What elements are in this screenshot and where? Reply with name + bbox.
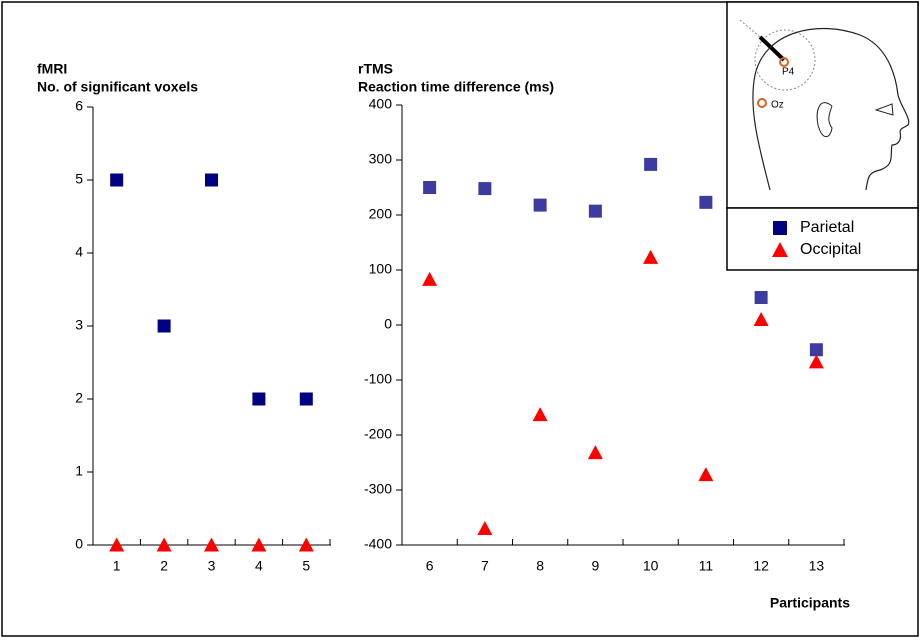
marker xyxy=(533,198,547,212)
x-tick-label: 2 xyxy=(160,558,168,574)
y-tick-label: 5 xyxy=(75,171,83,187)
marker xyxy=(422,271,438,286)
y-tick-label: 1 xyxy=(75,463,83,479)
chart-title: rTMS xyxy=(358,61,393,77)
x-tick-label: 7 xyxy=(481,558,489,574)
x-tick-label: 11 xyxy=(699,558,714,574)
y-tick-label: 400 xyxy=(369,96,393,112)
electrode-oz xyxy=(757,98,767,108)
marker xyxy=(587,445,603,460)
marker xyxy=(478,182,492,196)
coil xyxy=(758,35,786,62)
legend-label: Occipital xyxy=(800,241,861,258)
chart-title: fMRI xyxy=(37,61,67,77)
marker xyxy=(204,537,219,552)
marker xyxy=(698,467,714,482)
marker xyxy=(772,242,788,257)
marker xyxy=(753,312,769,326)
chart-subtitle: Reaction time difference (ms) xyxy=(358,79,554,95)
marker xyxy=(809,343,823,357)
y-tick-label: -300 xyxy=(364,481,392,497)
marker xyxy=(298,537,314,552)
x-tick-label: 5 xyxy=(302,558,310,574)
marker xyxy=(251,537,267,552)
electrode-label: Oz xyxy=(771,100,784,111)
x-tick-label: 3 xyxy=(208,558,216,574)
marker xyxy=(588,204,602,218)
y-tick-label: 4 xyxy=(75,244,83,260)
x-tick-label: 1 xyxy=(113,558,121,574)
marker xyxy=(157,319,171,333)
marker xyxy=(699,195,713,209)
x-tick-label: 9 xyxy=(591,558,599,574)
x-tick-label: 13 xyxy=(809,558,825,574)
x-tick-label: 10 xyxy=(643,558,659,574)
ear xyxy=(816,102,833,138)
marker xyxy=(773,221,787,235)
legend-box xyxy=(726,207,919,271)
inset: P4 Oz xyxy=(726,1,919,271)
marker xyxy=(252,392,266,406)
y-tick-label: -100 xyxy=(364,371,392,387)
marker xyxy=(423,181,437,194)
marker xyxy=(644,157,658,171)
y-tick-label: 3 xyxy=(75,317,83,333)
marker xyxy=(109,537,125,552)
chart-subtitle: No. of significant voxels xyxy=(37,79,198,95)
x-tick-label: 8 xyxy=(536,558,544,574)
x-axis-label: Participants xyxy=(770,595,850,611)
eye xyxy=(874,103,894,116)
y-tick-label: 100 xyxy=(369,261,393,277)
marker xyxy=(156,537,172,552)
electrode-label: P4 xyxy=(782,67,795,78)
marker xyxy=(808,354,824,369)
y-tick-label: 2 xyxy=(75,390,83,406)
marker xyxy=(477,521,493,535)
y-tick-label: 0 xyxy=(75,536,83,552)
y-tick-label: -400 xyxy=(364,536,392,552)
y-tick-label: 0 xyxy=(384,316,392,332)
x-tick-label: 6 xyxy=(426,558,434,574)
head-outline xyxy=(752,27,910,191)
y-tick-label: 6 xyxy=(75,98,83,114)
electrode-p4 xyxy=(779,57,789,67)
marker xyxy=(205,173,218,187)
x-tick-label: 4 xyxy=(255,558,263,574)
marker xyxy=(299,392,313,406)
y-tick-label: -200 xyxy=(364,426,392,442)
y-tick-label: 300 xyxy=(369,151,393,167)
coil-axis xyxy=(739,19,761,38)
x-tick-label: 12 xyxy=(753,558,769,574)
marker xyxy=(532,407,548,422)
legend-label: Parietal xyxy=(800,219,854,236)
coil-circle xyxy=(754,29,816,91)
marker xyxy=(754,291,768,304)
y-tick-label: 200 xyxy=(369,206,393,222)
marker xyxy=(643,249,659,264)
marker xyxy=(110,173,124,187)
